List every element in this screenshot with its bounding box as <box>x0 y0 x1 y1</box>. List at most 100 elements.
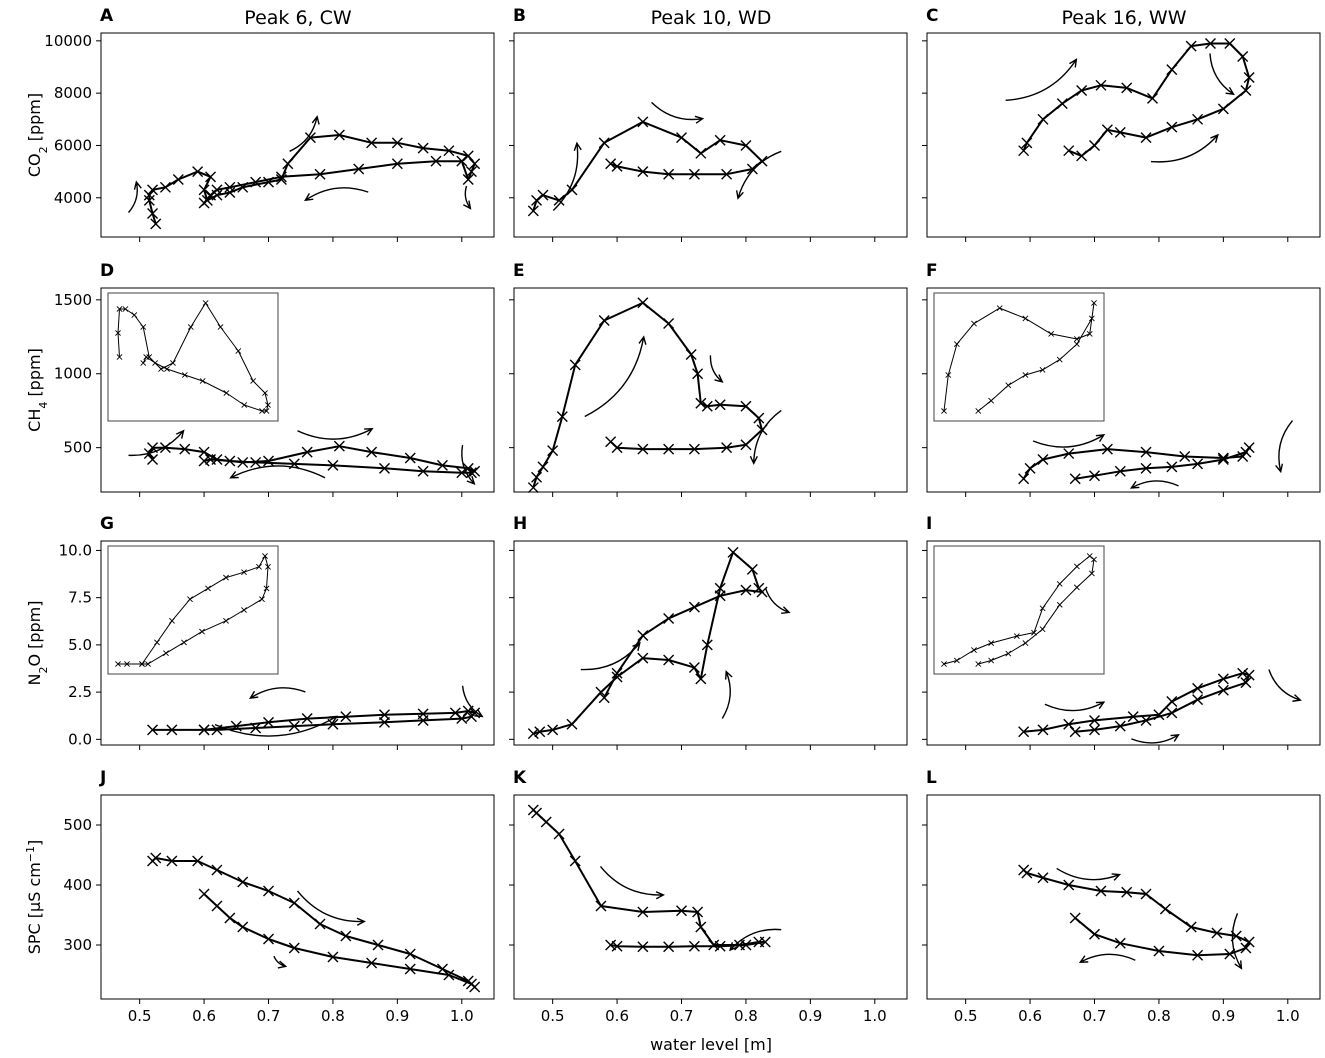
data-point <box>663 168 675 180</box>
data-point <box>275 171 287 183</box>
inset-data-point <box>1088 315 1095 322</box>
inset-data-point <box>975 408 982 414</box>
inset-data-point <box>205 585 211 592</box>
data-point <box>147 207 159 219</box>
data-point <box>417 714 429 726</box>
inset-data-point <box>1022 372 1029 378</box>
data-point <box>1224 948 1236 960</box>
direction-arrow <box>1056 867 1122 881</box>
inset-data-point <box>971 320 977 327</box>
panel-letter: I <box>926 514 932 534</box>
inset-data-point <box>265 402 271 408</box>
data-point <box>159 181 171 193</box>
data-point <box>1056 98 1068 110</box>
data-point <box>663 654 675 666</box>
data-point <box>746 163 758 175</box>
data-point <box>637 629 649 641</box>
y-tick-label: 5.0 <box>68 636 92 654</box>
direction-arrow <box>709 355 724 383</box>
inset-data-point <box>1091 300 1097 306</box>
direction-arrow <box>1032 434 1106 448</box>
data-point <box>391 158 403 170</box>
data-point <box>727 546 739 558</box>
column-title-0: Peak 6, CW <box>244 7 352 29</box>
data-point <box>263 176 275 188</box>
y-tick-label: 6000 <box>54 136 92 154</box>
y-tick-label: 10000 <box>44 32 92 50</box>
inset-data-point <box>122 306 129 312</box>
data-point <box>637 941 649 953</box>
inset-data-point <box>1086 330 1093 337</box>
inset-data-point <box>1005 382 1012 389</box>
data-point <box>1140 446 1152 458</box>
data-point <box>1140 462 1152 474</box>
panel-C: C <box>922 6 1321 242</box>
inset-data-point <box>143 354 150 360</box>
panel-H: H <box>509 514 908 750</box>
inset-data-point <box>1022 315 1029 322</box>
data-point <box>1037 724 1049 736</box>
data-point <box>537 189 549 201</box>
inset-frame <box>107 545 279 675</box>
direction-arrow <box>273 955 288 969</box>
data-point <box>1211 927 1223 939</box>
inset-data-point <box>217 324 224 330</box>
plot-frame <box>513 794 908 1000</box>
inset-data-point <box>181 372 188 378</box>
inset-data-point <box>1039 605 1046 612</box>
data-point <box>1192 458 1204 470</box>
data-point <box>353 163 365 175</box>
data-point <box>1166 707 1178 719</box>
data-point <box>147 724 159 736</box>
plot-frame <box>513 287 908 493</box>
inset-data-point <box>140 324 147 330</box>
inset-data-point <box>1073 336 1080 342</box>
data-point <box>198 888 210 900</box>
direction-arrow <box>461 444 476 486</box>
plot-frame <box>926 287 1321 493</box>
panel-letter: F <box>926 261 938 281</box>
data-point <box>1114 937 1126 949</box>
direction-arrow <box>127 180 142 213</box>
data-point <box>714 134 726 146</box>
data-point <box>1166 461 1178 473</box>
inset-data-point <box>263 408 270 414</box>
data-point <box>692 368 704 380</box>
data-point <box>1095 79 1107 91</box>
data-point <box>1114 720 1126 732</box>
inset-data-point <box>152 360 159 366</box>
inset-data-point <box>953 341 960 348</box>
direction-arrow <box>248 687 306 699</box>
direction-arrow <box>296 890 366 926</box>
inset-data-point <box>164 366 170 372</box>
inset-data-point <box>187 596 193 603</box>
panel-grid: A 4000 6000 8000 10000 CO2 [ppm] B C D 500 1000 150… <box>24 6 1321 1025</box>
data-point <box>1217 452 1229 464</box>
column-title-1: Peak 10, WD <box>651 7 772 29</box>
data-point <box>598 692 610 704</box>
x-tick-label: 0.7 <box>1083 1007 1107 1025</box>
data-point <box>695 397 707 409</box>
inset-data-point <box>262 553 268 559</box>
y-tick-label: 2.5 <box>68 683 92 701</box>
data-point <box>740 400 752 412</box>
data-point <box>1101 124 1113 136</box>
panel-letter: G <box>100 514 114 534</box>
data-point <box>685 349 697 361</box>
inset-data-point <box>145 661 151 667</box>
data-point <box>637 297 649 309</box>
inset-data-point <box>1048 330 1055 337</box>
data-point <box>436 459 448 471</box>
data-point <box>1192 113 1204 125</box>
data-point <box>1237 51 1249 63</box>
data-point <box>404 452 416 464</box>
direction-arrow <box>1005 58 1078 102</box>
inset-data-point <box>169 617 175 624</box>
data-point <box>569 855 581 867</box>
y-tick-label: 1000 <box>54 365 92 383</box>
data-point <box>663 941 675 953</box>
series-line <box>1022 446 1251 480</box>
data-point <box>275 173 287 185</box>
data-point <box>1140 132 1152 144</box>
panel-A: A 4000 6000 8000 10000 CO2 [ppm] <box>25 6 495 242</box>
